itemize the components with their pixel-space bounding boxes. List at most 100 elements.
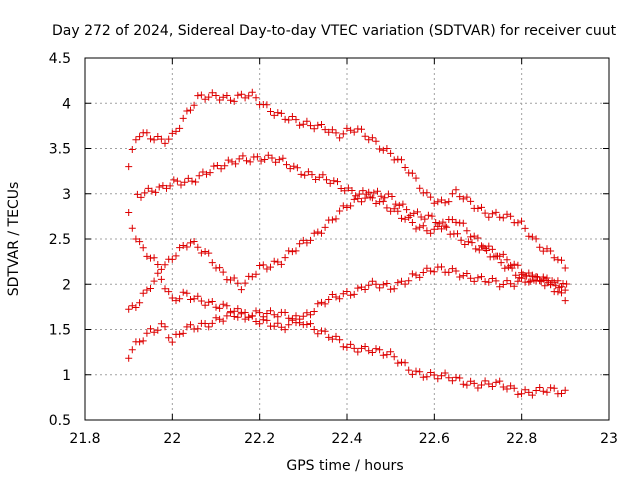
data-point: [341, 187, 349, 195]
data-point: [372, 280, 380, 288]
data-point: [318, 121, 325, 128]
data-point: [478, 242, 485, 250]
data-point: [392, 200, 400, 208]
data-point: [181, 178, 189, 186]
data-point: [152, 188, 160, 196]
data-point: [334, 178, 341, 186]
data-point: [474, 205, 482, 212]
data-point: [299, 120, 307, 128]
data-point: [554, 256, 562, 264]
data-point: [252, 318, 260, 325]
data-point: [307, 320, 314, 328]
x-axis-label: GPS time / hours: [286, 458, 403, 474]
data-point: [430, 371, 438, 379]
data-point: [408, 219, 416, 226]
data-point: [358, 283, 365, 291]
y-tick-label: 3: [62, 187, 71, 203]
data-point: [430, 225, 438, 233]
data-point: [459, 195, 467, 203]
data-point: [401, 280, 409, 288]
data-point: [139, 289, 147, 297]
data-point: [136, 238, 144, 246]
data-point: [510, 260, 518, 268]
data-point: [285, 321, 293, 329]
data-point: [279, 154, 287, 162]
data-point: [354, 284, 362, 292]
data-point: [398, 277, 405, 285]
data-point: [323, 176, 330, 184]
data-point: [499, 383, 507, 391]
data-point: [172, 252, 180, 260]
data-point: [168, 294, 176, 302]
data-point: [253, 153, 261, 161]
data-point: [190, 101, 198, 109]
data-point: [518, 390, 525, 398]
data-point: [558, 390, 565, 397]
data-point: [224, 156, 232, 164]
data-point: [143, 252, 151, 260]
data-point: [554, 288, 562, 296]
data-point: [521, 224, 529, 232]
data-point: [561, 264, 569, 272]
data-point: [187, 296, 194, 303]
data-point: [366, 193, 374, 201]
data-point: [354, 348, 362, 356]
data-point: [419, 222, 427, 230]
data-point: [234, 91, 242, 99]
data-point: [512, 271, 520, 279]
data-point: [328, 335, 336, 343]
data-point: [488, 210, 496, 218]
data-point: [216, 304, 224, 312]
data-point: [432, 219, 440, 226]
data-point: [448, 265, 456, 273]
data-point: [365, 136, 373, 144]
data-point: [154, 261, 162, 268]
data-point: [201, 320, 209, 327]
data-point: [343, 124, 351, 132]
data-point: [438, 196, 445, 204]
data-point: [281, 115, 289, 123]
data-point: [398, 214, 405, 222]
data-point: [485, 242, 493, 250]
data-point: [459, 219, 467, 227]
data-point: [448, 190, 456, 198]
data-point: [187, 106, 194, 114]
data-point: [227, 96, 234, 104]
data-point: [176, 330, 184, 338]
data-point: [416, 273, 424, 281]
data-point: [241, 279, 249, 287]
data-point: [445, 374, 453, 382]
data-point: [237, 310, 245, 318]
data-point: [405, 277, 413, 285]
data-point: [445, 198, 453, 206]
data-point: [376, 284, 384, 292]
data-point: [245, 313, 253, 321]
data-point: [161, 139, 169, 147]
data-point: [281, 309, 289, 316]
data-point: [427, 193, 435, 201]
data-point: [318, 229, 325, 237]
data-point: [521, 386, 529, 394]
data-point: [168, 255, 176, 263]
data-point: [321, 300, 329, 308]
y-tick-label: 0.5: [49, 413, 71, 429]
data-point: [365, 281, 373, 289]
data-point: [307, 122, 314, 130]
x-tick-label: 22.4: [331, 431, 362, 447]
data-point: [219, 300, 227, 308]
data-point: [328, 291, 336, 298]
data-point: [348, 187, 356, 194]
data-point: [216, 96, 224, 104]
data-point: [508, 264, 516, 272]
data-point: [504, 263, 512, 271]
data-point: [428, 212, 436, 220]
data-point: [259, 261, 267, 269]
data-point: [154, 326, 162, 334]
data-point: [448, 377, 456, 385]
data-point: [187, 321, 194, 329]
data-point: [328, 216, 336, 224]
data-point: [197, 297, 205, 305]
data-point: [395, 201, 403, 209]
data-point: [503, 256, 511, 264]
data-point: [441, 199, 449, 207]
